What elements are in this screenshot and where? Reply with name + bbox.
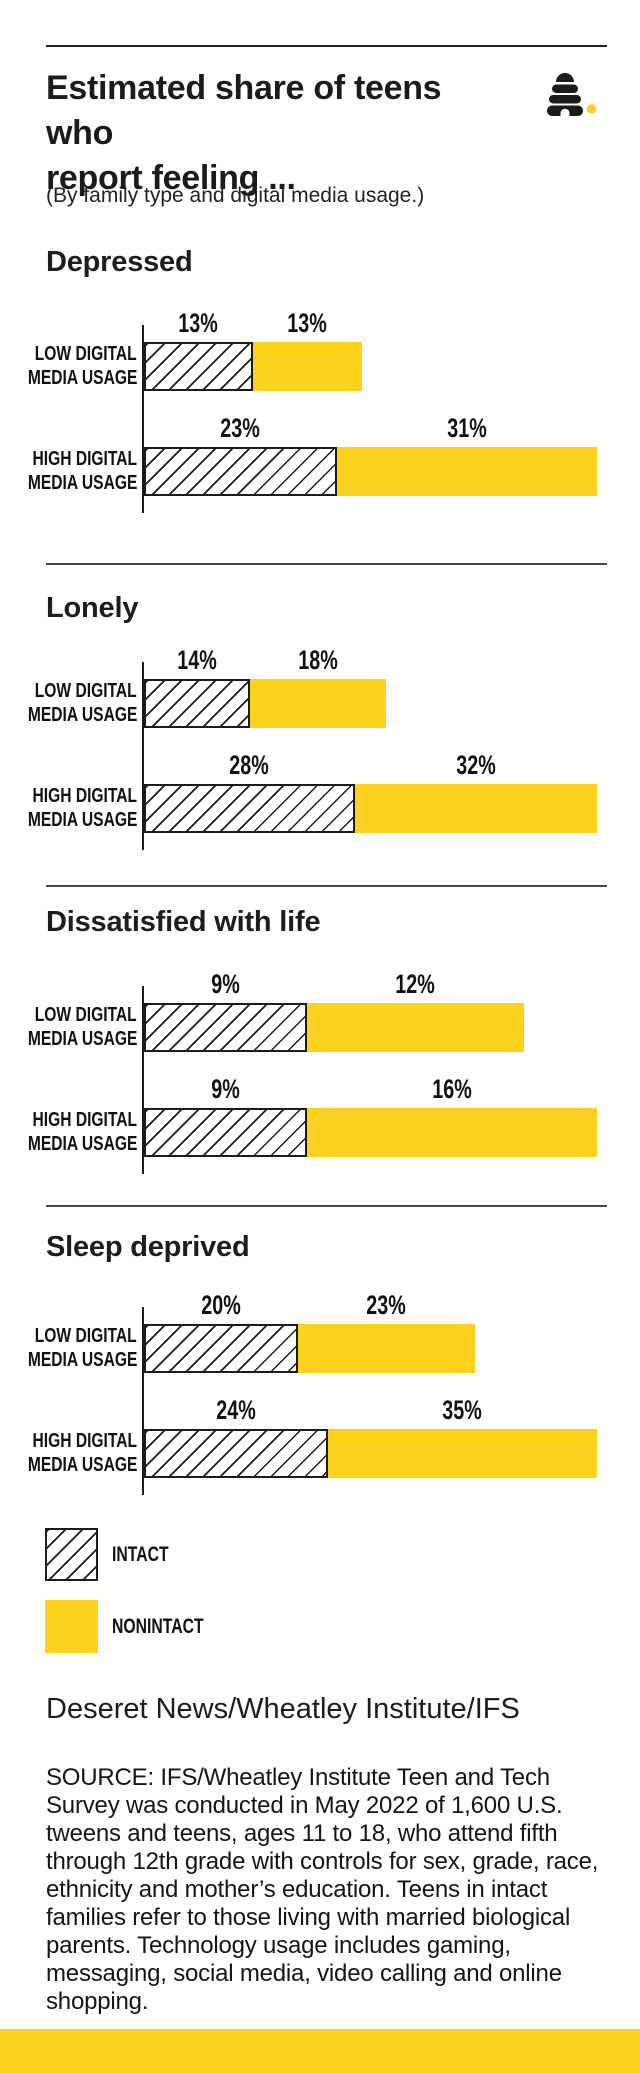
row-label: HIGH DIGITAL MEDIA USAGE [0, 447, 137, 495]
bar-segment-nonintact [337, 447, 597, 496]
percent-label-intact: 24% [216, 1395, 256, 1425]
bar-segment-intact [144, 1324, 298, 1373]
footer-yellow-bar [0, 2029, 640, 2073]
percent-label-intact: 14% [177, 645, 217, 675]
bar-segment-intact [144, 1108, 307, 1157]
bar-segment-nonintact [307, 1108, 597, 1157]
section-title: Lonely [46, 592, 139, 624]
bar-segment-intact [144, 679, 250, 728]
section-divider [46, 885, 607, 887]
row-label: LOW DIGITAL MEDIA USAGE [0, 342, 137, 390]
bar-segment-intact [144, 784, 355, 833]
percent-label-intact: 9% [211, 969, 240, 999]
percent-label-intact: 9% [211, 1074, 240, 1104]
bar-segment-nonintact [253, 342, 362, 391]
row-label-line1: LOW DIGITAL [35, 1004, 137, 1026]
section-divider [46, 563, 607, 565]
page-title-line2: report feeling ... [46, 159, 296, 197]
row-label-line2: MEDIA USAGE [27, 1349, 137, 1371]
bar-segment-intact [144, 1429, 328, 1478]
percent-label-nonintact: 32% [456, 750, 496, 780]
credit-line: Deseret News/Wheatley Institute/IFS [46, 1693, 520, 1725]
row-label-line2: MEDIA USAGE [27, 1028, 137, 1050]
axis-line [142, 1307, 144, 1495]
axis-line [142, 325, 144, 513]
row-label: HIGH DIGITAL MEDIA USAGE [0, 784, 137, 832]
row-label-line1: LOW DIGITAL [35, 1325, 137, 1347]
legend-swatch-intact [45, 1528, 98, 1581]
section-title: Sleep deprived [46, 1231, 250, 1263]
percent-label-nonintact: 13% [287, 308, 328, 338]
row-label-line1: HIGH DIGITAL [32, 785, 137, 807]
percent-label-intact: 23% [220, 413, 261, 443]
percent-label-nonintact: 23% [366, 1290, 407, 1320]
percent-label-intact: 20% [201, 1290, 241, 1320]
bar-segment-nonintact [307, 1003, 524, 1052]
bar-segment-nonintact [250, 679, 386, 728]
beehive-icon [547, 73, 597, 116]
row-label-line1: HIGH DIGITAL [32, 1109, 137, 1131]
axis-line [142, 986, 144, 1174]
row-label: HIGH DIGITAL MEDIA USAGE [0, 1429, 137, 1477]
page-title: Estimated share of teens who report feel… [46, 66, 516, 201]
row-label: LOW DIGITAL MEDIA USAGE [0, 1324, 137, 1372]
bar-segment-intact [144, 1003, 307, 1052]
row-label-line2: MEDIA USAGE [27, 367, 137, 389]
page-title-line1: Estimated share of teens who [46, 69, 442, 152]
row-label-line2: MEDIA USAGE [27, 1454, 137, 1476]
top-rule [46, 45, 607, 47]
row-label-line2: MEDIA USAGE [27, 704, 137, 726]
row-label-line1: HIGH DIGITAL [32, 448, 137, 470]
percent-label-nonintact: 16% [432, 1074, 472, 1104]
row-label-line1: LOW DIGITAL [35, 343, 137, 365]
row-label-line2: MEDIA USAGE [27, 1133, 137, 1155]
row-label: LOW DIGITAL MEDIA USAGE [0, 679, 137, 727]
row-label-line2: MEDIA USAGE [27, 809, 137, 831]
beehive-logo [546, 72, 598, 116]
section-title: Dissatisfied with life [46, 906, 321, 938]
axis-line [142, 662, 144, 850]
legend-label-nonintact: NONINTACT [112, 1614, 204, 1638]
row-label: LOW DIGITAL MEDIA USAGE [0, 1003, 137, 1051]
bar-segment-nonintact [328, 1429, 597, 1478]
bar-segment-nonintact [355, 784, 597, 833]
bar-segment-nonintact [298, 1324, 475, 1373]
row-label: HIGH DIGITAL MEDIA USAGE [0, 1108, 137, 1156]
bar-segment-intact [144, 447, 337, 496]
percent-label-nonintact: 35% [442, 1395, 483, 1425]
percent-label-nonintact: 31% [447, 413, 487, 443]
section-divider [46, 1205, 607, 1207]
legend-label-intact: INTACT [112, 1542, 169, 1566]
percent-label-intact: 13% [178, 308, 219, 338]
row-label-line1: HIGH DIGITAL [32, 1430, 137, 1452]
percent-label-nonintact: 12% [395, 969, 436, 999]
logo-yellow-dot [586, 104, 597, 114]
section-title: Depressed [46, 246, 193, 278]
row-label-line1: LOW DIGITAL [35, 680, 137, 702]
bar-segment-intact [144, 342, 253, 391]
percent-label-nonintact: 18% [298, 645, 338, 675]
legend-swatch-nonintact [45, 1600, 98, 1653]
percent-label-intact: 28% [229, 750, 270, 780]
source-note: SOURCE: IFS/Wheatley Institute Teen and … [46, 1764, 599, 2015]
row-label-line2: MEDIA USAGE [27, 472, 137, 494]
chart-subtitle: (By family type and digital media usage.… [46, 184, 425, 207]
